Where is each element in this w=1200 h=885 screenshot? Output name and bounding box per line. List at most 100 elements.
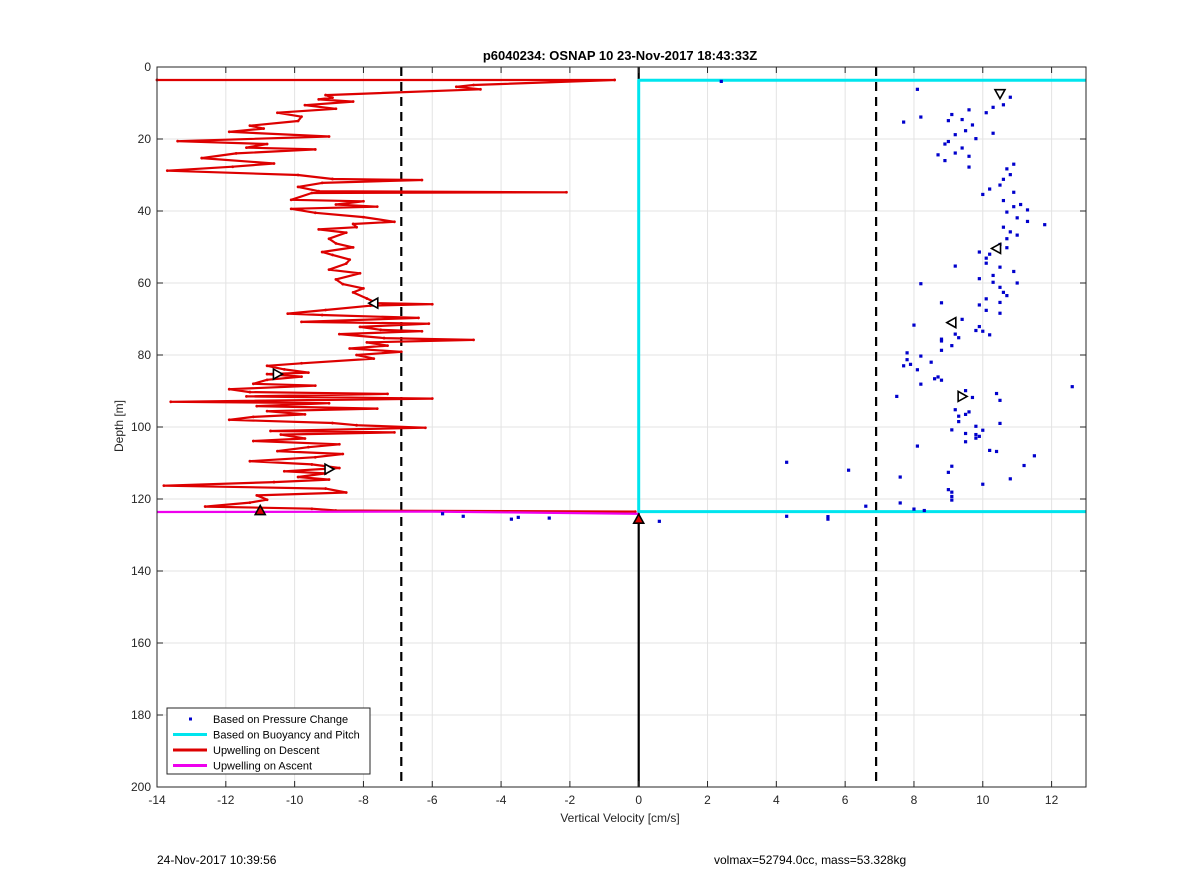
pressure-change-point (912, 323, 916, 327)
descent-series-point (234, 152, 238, 155)
pressure-change-point (919, 382, 923, 386)
triangle-left-marker (989, 242, 1002, 255)
x-tick-label: -4 (496, 793, 507, 807)
descent-series-point (565, 190, 568, 194)
pressure-change-point (1005, 167, 1009, 171)
pressure-change-point (967, 154, 971, 158)
descent-series-point (296, 173, 300, 177)
descent-series-point (251, 415, 255, 419)
pressure-change-point (1001, 177, 1006, 181)
y-tick-label: 40 (138, 204, 152, 218)
pressure-change-point (963, 389, 968, 393)
pressure-change-point (902, 120, 906, 124)
pressure-change-point (998, 285, 1002, 289)
descent-series-point (420, 329, 424, 333)
pressure-change-point (984, 261, 988, 265)
descent-series-point (300, 115, 303, 119)
descent-series-point (169, 400, 173, 404)
pressure-change-point (939, 337, 944, 341)
descent-series-point (327, 237, 331, 241)
descent-series-point (300, 361, 303, 365)
descent-series-point (276, 111, 279, 115)
pressure-change-point (1005, 294, 1009, 298)
descent-series-point (200, 156, 204, 160)
pressure-change-point (461, 514, 465, 518)
descent-series-point (303, 413, 307, 416)
pressure-change-point (963, 431, 968, 436)
chart-title: p6040234: OSNAP 10 23-Nov-2017 18:43:33Z (483, 48, 757, 63)
pressure-change-point (950, 112, 954, 117)
pressure-change-point (957, 420, 961, 424)
pressure-change-point (657, 519, 661, 523)
pressure-change-point (912, 507, 916, 511)
descent-series-point (248, 501, 252, 504)
pressure-change-point (826, 515, 830, 519)
pressure-change-point (988, 187, 992, 191)
descent-series-point (245, 146, 248, 150)
descent-series-point (248, 459, 252, 463)
pressure-change-point (967, 410, 971, 414)
pressure-change-point (974, 432, 978, 437)
descent-series-point (334, 203, 338, 206)
descent-series-point (296, 119, 300, 123)
descent-series-point (282, 368, 286, 371)
pressure-change-point (1012, 190, 1016, 194)
pressure-change-point (974, 436, 978, 440)
legend-entry-label: Upwelling on Descent (213, 745, 319, 757)
descent-series-point (365, 297, 369, 300)
descent-series-point (399, 350, 403, 354)
descent-series-point (337, 442, 341, 446)
descent-series-point (265, 142, 269, 146)
pressure-change-point (963, 129, 968, 133)
descent-series-point (382, 336, 386, 340)
pressure-change-point (967, 108, 971, 112)
pressure-change-point (1005, 246, 1009, 250)
y-tick-label: 60 (138, 276, 152, 290)
descent-series-point (375, 407, 379, 411)
descent-series-point (327, 268, 331, 272)
pressure-change-point (919, 282, 923, 286)
pressure-change-point (1012, 269, 1016, 274)
x-tick-label: 4 (773, 793, 780, 807)
descent-series-point (344, 491, 348, 494)
descent-series-point (317, 98, 321, 101)
x-tick-label: -14 (148, 793, 166, 807)
descent-series-point (351, 245, 355, 249)
triangle-left-marker (367, 296, 379, 310)
pressure-change-point (977, 434, 981, 438)
descent-series-point (289, 198, 293, 202)
descent-series-point (320, 250, 324, 254)
descent-series-point (303, 103, 307, 107)
descent-series-point (454, 85, 458, 89)
pressure-change-point (960, 117, 964, 122)
legend: Based on Pressure Change Based on Buoyanc… (166, 707, 371, 775)
descent-series-point (430, 397, 434, 400)
descent-series-point (362, 287, 365, 290)
pressure-change-point (953, 264, 957, 268)
pressure-change-point (1025, 219, 1030, 224)
pressure-change-point (963, 412, 968, 416)
pressure-change-point (953, 332, 957, 336)
descent-series-point (472, 83, 475, 87)
y-tick-label: 100 (131, 420, 151, 434)
pressure-change-point (953, 133, 957, 137)
descent-series-point (351, 222, 355, 226)
descent-series-point (265, 364, 269, 368)
pressure-change-point (950, 498, 954, 502)
descent-series-point (265, 372, 269, 376)
descent-series-point (279, 433, 283, 436)
descent-series-point (313, 148, 317, 151)
pressure-change-point (943, 142, 947, 146)
descent-series-point (420, 178, 424, 182)
triangle-up-marker (253, 503, 267, 516)
pressure-change-point (1070, 385, 1074, 389)
x-tick-label: -10 (286, 793, 304, 807)
pressure-change-point (1012, 162, 1016, 166)
descent-series-point (203, 505, 207, 508)
pressure-change-point (984, 297, 988, 301)
x-tick-label: -8 (358, 793, 369, 807)
pressure-change-point (547, 516, 551, 520)
pressure-change-point (719, 79, 723, 83)
pressure-change-point (946, 470, 950, 474)
pressure-change-point (1001, 103, 1006, 107)
